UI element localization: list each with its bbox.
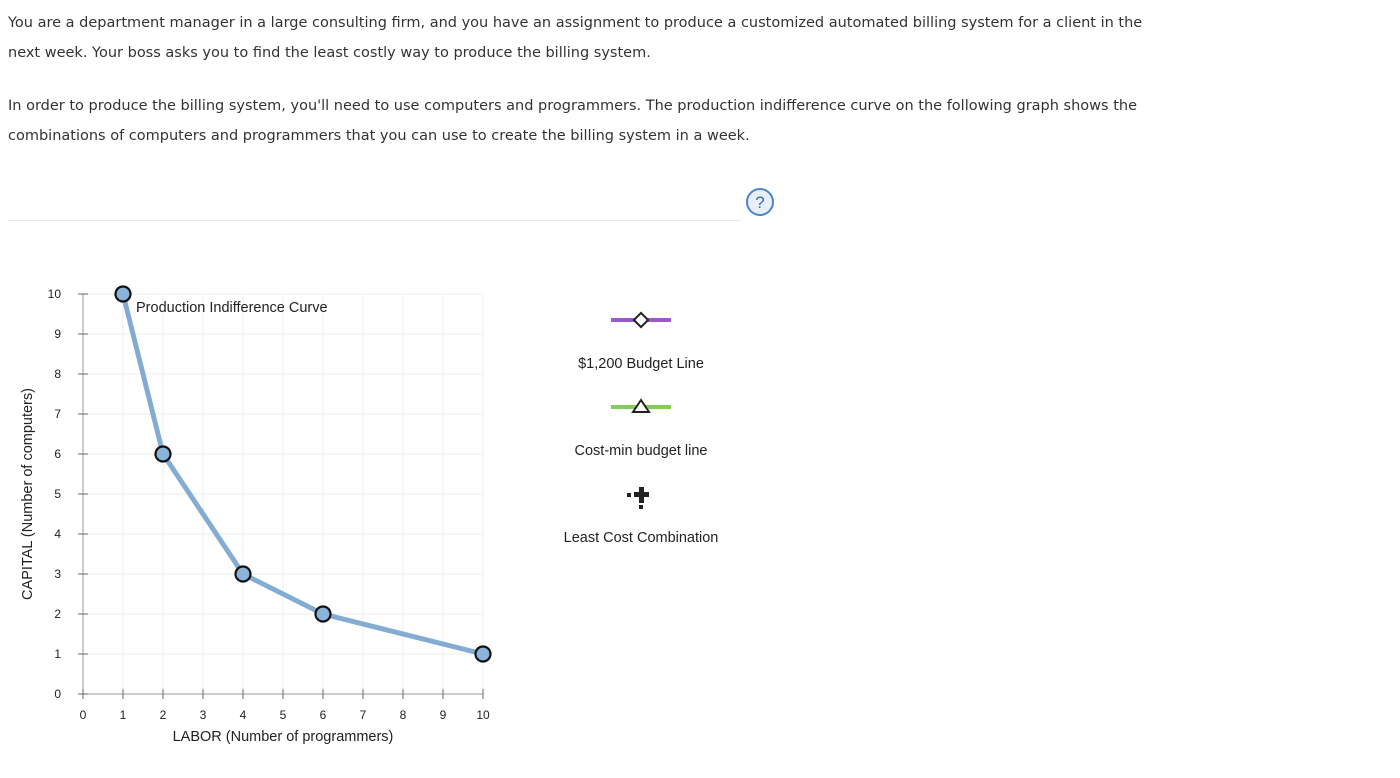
x-tick-label: 9 (440, 708, 447, 722)
data-point[interactable] (314, 605, 332, 623)
legend-budget-line[interactable]: $1,200 Budget Line (540, 310, 742, 372)
least-cost-legend-icon[interactable] (606, 484, 676, 510)
budget-line-legend-icon[interactable] (606, 310, 676, 330)
legend-label-cost-min-line: Cost-min budget line (574, 443, 708, 459)
x-tick-label: 3 (200, 708, 207, 722)
x-axis-label: LABOR (Number of programmers) (173, 729, 394, 745)
production-chart[interactable]: 0 1 2 3 4 5 6 7 8 9 10 0 1 2 3 4 5 6 7 8 9 10 LABOR (Number of… (0, 270, 500, 760)
legend-cost-min-line[interactable]: Cost-min budget line (540, 397, 742, 459)
y-tick-label: 9 (54, 327, 61, 341)
cost-min-line-legend-icon[interactable] (606, 397, 676, 417)
x-tick-label: 2 (160, 708, 167, 722)
divider (8, 220, 741, 221)
indifference-curve-line (120, 293, 484, 657)
x-tick-label: 6 (320, 708, 327, 722)
y-tick-label: 3 (54, 567, 61, 581)
intro-paragraph-1: You are a department manager in a large … (8, 15, 1143, 61)
x-tick-label: 4 (240, 708, 247, 722)
data-point[interactable] (154, 445, 172, 463)
intro-paragraph-2: In order to produce the billing system, … (8, 98, 1137, 144)
series-label: Production Indifference Curve (136, 300, 328, 316)
x-tick-label: 0 (80, 708, 87, 722)
y-tick-label: 7 (54, 407, 61, 421)
x-tick-label: 7 (360, 708, 367, 722)
x-tick-label: 10 (476, 708, 490, 722)
dot-icon (639, 505, 643, 509)
help-button[interactable]: ? (745, 187, 775, 217)
help-symbol: ? (755, 193, 764, 212)
data-point[interactable] (474, 645, 492, 663)
y-axis-label: CAPITAL (Number of computers) (20, 388, 36, 600)
x-tick-label: 1 (120, 708, 127, 722)
x-tick-label: 5 (280, 708, 287, 722)
y-tick-label: 4 (54, 527, 61, 541)
y-tick-label: 10 (48, 287, 62, 301)
question-circle-icon[interactable] (746, 188, 774, 216)
triangle-icon (631, 398, 651, 413)
y-tick-label: 0 (54, 687, 61, 701)
plus-bar (634, 492, 649, 497)
y-tick-label: 1 (54, 647, 61, 661)
diamond-icon (632, 311, 650, 329)
y-tick-label: 8 (54, 367, 61, 381)
data-point[interactable] (234, 565, 252, 583)
legend-least-cost[interactable]: Least Cost Combination (540, 484, 742, 546)
data-point[interactable] (114, 285, 132, 303)
legend: $1,200 Budget Line Cost-min budget line … (540, 300, 742, 560)
x-tick-label: 8 (400, 708, 407, 722)
y-tick-label: 2 (54, 607, 61, 621)
legend-label-budget-line: $1,200 Budget Line (578, 356, 704, 372)
y-tick-label: 6 (54, 447, 61, 461)
y-tick-label: 5 (54, 487, 61, 501)
dot-icon (627, 493, 631, 497)
legend-label-least-cost: Least Cost Combination (563, 530, 719, 546)
